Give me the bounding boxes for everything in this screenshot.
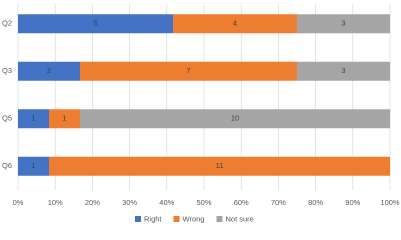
bar-segment [18,14,173,34]
bar-segment [18,156,49,176]
data-label: 4 [233,19,237,28]
data-label: 1 [62,114,66,123]
legend-label: Right [144,214,162,223]
data-label: 2 [47,66,51,75]
y-tick-label: Q3 [2,66,12,75]
y-tick-label: Q5 [2,114,12,123]
bar-segment [80,61,297,81]
bar-segment [49,156,390,176]
data-label: 1 [31,114,35,123]
data-label: 10 [231,114,239,123]
x-tick-label: 50% [196,198,211,207]
bar-segment [49,109,80,129]
x-tick-label: 60% [234,198,249,207]
bar-segment [297,14,390,34]
x-tick-label: 0% [13,198,24,207]
legend-swatch [216,216,223,222]
legend-label: Wrong [183,214,205,223]
data-label: 5 [93,19,97,28]
x-tick-label: 20% [85,198,100,207]
x-tick-label: 30% [122,198,137,207]
data-label: 1 [31,161,35,170]
bar-segment [18,109,49,129]
legend-label: Not sure [225,214,253,223]
bar-segment [173,14,297,34]
data-label: 3 [341,19,345,28]
bar-segment [18,61,80,81]
x-tick-label: 40% [159,198,174,207]
x-tick-label: 90% [345,198,360,207]
x-tick-label: 10% [48,198,63,207]
x-tick-label: 70% [271,198,286,207]
bar-segment [80,109,390,129]
legend-swatch [173,216,180,222]
x-tick-label: 100% [380,198,400,207]
x-tick-label: 80% [308,198,323,207]
bar-segment [297,61,390,81]
data-label: 7 [186,66,190,75]
legend-swatch [135,216,141,222]
y-tick-label: Q2 [2,19,12,28]
chart: 0% 10% 20% 30% 40% 50% 60% 70% 80% 90% 100% Q2 5 4 3 Q3… [2,4,400,223]
data-label: 3 [341,66,345,75]
y-tick-label: Q6 [2,161,12,170]
data-label: 11 [216,161,224,170]
